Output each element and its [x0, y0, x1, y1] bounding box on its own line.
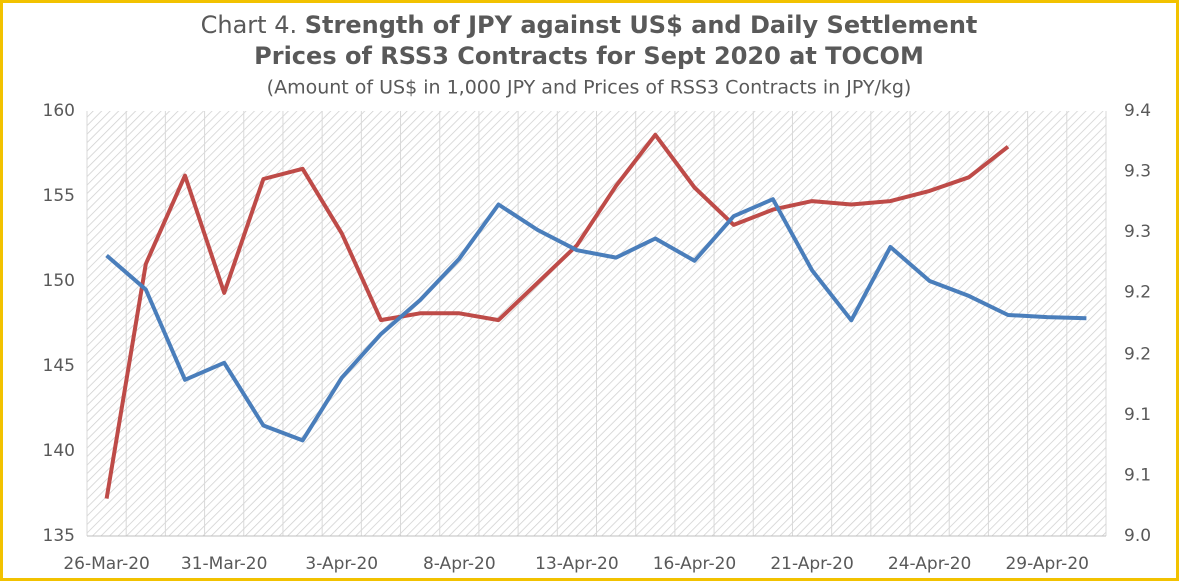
y2-tick-label: 9.2: [1124, 283, 1151, 303]
y-tick-label: 160: [43, 101, 75, 121]
chart-subtitle: (Amount of US$ in 1,000 JPY and Prices o…: [267, 77, 912, 99]
chart-title: Chart 4. Strength of JPY against US$ and…: [201, 11, 978, 39]
series-line: [104, 132, 1010, 499]
y-tick-label: 135: [43, 526, 75, 546]
y2-tick-label: 9.3: [1124, 222, 1151, 242]
x-tick-label: 21-Apr-20: [770, 554, 853, 574]
x-tick-label: 31-Mar-20: [181, 554, 268, 574]
y2-tick-label: 9.2: [1124, 344, 1151, 364]
y-tick-label: 140: [43, 441, 75, 461]
y-tick-label: 155: [43, 186, 75, 206]
title-line: Prices of RSS3 Contracts for Sept 2020 a…: [254, 42, 924, 70]
y2-tick-label: 9.3: [1124, 162, 1151, 182]
x-tick-label: 8-Apr-20: [423, 554, 496, 574]
y-tick-label: 150: [43, 271, 75, 291]
y2-tick-label: 9.1: [1124, 405, 1151, 425]
y2-tick-label: 9.0: [1124, 526, 1151, 546]
series-line: [105, 197, 1087, 443]
y2-tick-label: 9.4: [1124, 101, 1151, 121]
y2-tick-label: 9.1: [1124, 465, 1151, 485]
x-tick-label: 13-Apr-20: [535, 554, 618, 574]
x-tick-label: 26-Mar-20: [63, 554, 150, 574]
x-tick-label: 29-Apr-20: [1005, 554, 1088, 574]
title-label: Chart 4.: [201, 11, 297, 39]
x-tick-label: 24-Apr-20: [888, 554, 971, 574]
title-line: Strength of JPY against US$ and Daily Se…: [305, 11, 978, 39]
x-tick-label: 16-Apr-20: [653, 554, 736, 574]
x-tick-label: 3-Apr-20: [305, 554, 378, 574]
y-tick-label: 145: [43, 356, 75, 376]
